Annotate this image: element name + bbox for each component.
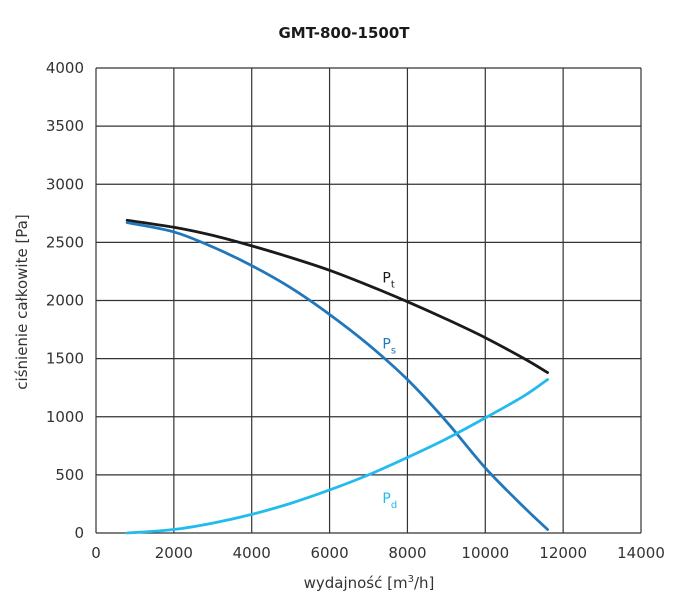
- y-tick-label: 2000: [46, 292, 84, 310]
- x-axis-label-main: wydajność [m: [304, 574, 408, 592]
- y-tick-label: 3500: [46, 117, 84, 135]
- x-tick-label: 2000: [155, 544, 193, 562]
- chart-title: GMT-800-1500T: [278, 24, 410, 42]
- x-axis-label-sup: 3: [408, 574, 414, 585]
- grid: [95, 67, 642, 534]
- y-tick-label: 500: [55, 466, 84, 484]
- series-line-pt: [125, 218, 549, 374]
- x-tick-label: 10000: [461, 544, 509, 562]
- series-label-pd: Pd: [382, 491, 397, 511]
- series-group: Pt Ps Pd: [125, 218, 549, 535]
- y-tick-label: 3000: [46, 175, 84, 193]
- x-axis-label-end: /h]: [414, 574, 434, 592]
- x-tick-label: 0: [91, 544, 101, 562]
- x-axis-ticks: 0 2000 4000 6000 8000 10000 12000 14000: [91, 544, 665, 562]
- y-axis-label: ciśnienie całkowite [Pa]: [13, 214, 31, 389]
- y-tick-label: 1500: [46, 350, 84, 368]
- x-tick-label: 12000: [539, 544, 587, 562]
- x-tick-label: 4000: [233, 544, 271, 562]
- y-tick-label: 0: [74, 524, 84, 542]
- series-line-pd: [125, 378, 549, 535]
- y-axis-ticks: 0 500 1000 1500 2000 2500 3000 3500 4000: [46, 59, 84, 542]
- series-label-ps: Ps: [382, 337, 396, 357]
- y-tick-label: 1000: [46, 408, 84, 426]
- x-tick-label: 8000: [388, 544, 426, 562]
- series-line-ps: [125, 221, 549, 531]
- x-tick-label: 6000: [310, 544, 348, 562]
- x-tick-label: 14000: [617, 544, 665, 562]
- series-label-pt: Pt: [382, 270, 394, 290]
- x-axis-label: wydajność [m3/h]: [304, 574, 435, 592]
- y-tick-label: 2500: [46, 233, 84, 251]
- y-tick-label: 4000: [46, 59, 84, 77]
